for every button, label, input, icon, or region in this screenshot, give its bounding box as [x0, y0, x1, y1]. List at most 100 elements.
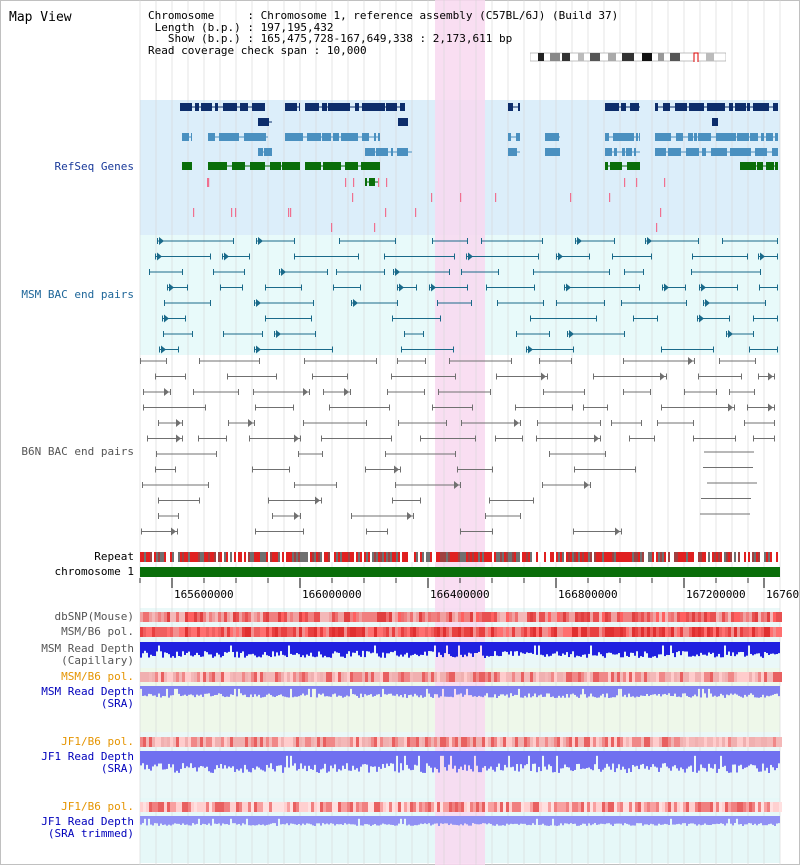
gene-exon[interactable] [305, 103, 319, 111]
track-label-b6n-bac[interactable]: B6N BAC end pairs [21, 445, 134, 458]
track-label-msm-depth-sra[interactable]: MSM Read Depth (SRA) [4, 686, 134, 710]
gene-exon[interactable] [757, 162, 763, 170]
gene-exon[interactable] [285, 103, 297, 111]
predicted-gene-tick[interactable] [331, 223, 333, 232]
chromosome-ideogram[interactable] [530, 52, 726, 62]
gene-exon[interactable] [365, 178, 367, 186]
predicted-gene-tick[interactable] [495, 193, 497, 202]
gene-exon[interactable] [305, 162, 321, 170]
gene-exon[interactable] [621, 103, 626, 111]
predicted-gene-tick[interactable] [636, 178, 638, 187]
track-label-chromosome[interactable]: chromosome 1 [54, 565, 134, 578]
predicted-gene-tick[interactable] [431, 193, 433, 202]
track-label-jf1-b6-pol[interactable]: JF1/B6 pol. [61, 735, 134, 748]
gene-exon[interactable] [655, 148, 666, 156]
gene-exon[interactable] [614, 148, 617, 156]
gene-exon[interactable] [191, 133, 192, 141]
gene-exon[interactable] [374, 133, 376, 141]
track-label-msm-b6-pol-2[interactable]: MSM/B6 pol. [61, 670, 134, 683]
gene-exon[interactable] [630, 103, 639, 111]
gene-exon[interactable] [180, 103, 192, 111]
gene-exon[interactable] [613, 133, 634, 141]
gene-exon[interactable] [694, 133, 697, 141]
gene-exon[interactable] [702, 148, 706, 156]
gene-exon[interactable] [208, 162, 227, 170]
gene-exon[interactable] [258, 118, 269, 126]
gene-exon[interactable] [258, 148, 263, 156]
gene-exon[interactable] [655, 133, 671, 141]
track-label-msm-depth-capillary[interactable]: MSM Read Depth (Capillary) [4, 643, 134, 667]
gene-exon[interactable] [737, 133, 749, 141]
gene-exon[interactable] [333, 133, 339, 141]
track-label-jf1-depth-sra[interactable]: JF1 Read Depth (SRA) [4, 751, 134, 775]
gene-exon[interactable] [299, 103, 300, 111]
gene-exon[interactable] [675, 103, 687, 111]
gene-exon[interactable] [282, 162, 300, 170]
gene-exon[interactable] [270, 162, 281, 170]
gene-exon[interactable] [362, 103, 385, 111]
gene-exon[interactable] [753, 103, 769, 111]
track-label-repeat[interactable]: Repeat [94, 550, 134, 563]
gene-exon[interactable] [698, 133, 711, 141]
predicted-gene-tick[interactable] [660, 208, 662, 217]
predicted-gene-tick[interactable] [207, 178, 209, 187]
gene-exon[interactable] [761, 133, 764, 141]
gene-exon[interactable] [397, 148, 408, 156]
gene-exon[interactable] [386, 103, 397, 111]
gene-exon[interactable] [688, 133, 693, 141]
gene-exon[interactable] [508, 103, 513, 111]
gene-exon[interactable] [322, 133, 331, 141]
gene-exon[interactable] [252, 103, 265, 111]
gene-exon[interactable] [711, 148, 727, 156]
gene-exon[interactable] [668, 148, 681, 156]
predicted-gene-tick[interactable] [378, 178, 380, 187]
gene-exon[interactable] [182, 133, 189, 141]
gene-exon[interactable] [634, 148, 636, 156]
gene-exon[interactable] [376, 148, 388, 156]
gene-exon[interactable] [195, 103, 199, 111]
predicted-gene-tick[interactable] [570, 193, 572, 202]
predicted-gene-tick[interactable] [460, 193, 462, 202]
gene-exon[interactable] [605, 103, 619, 111]
gene-exon[interactable] [362, 133, 369, 141]
gene-exon[interactable] [610, 162, 622, 170]
gene-exon[interactable] [232, 162, 245, 170]
predicted-gene-tick[interactable] [352, 193, 354, 202]
gene-exon[interactable] [378, 133, 380, 141]
gene-exon[interactable] [729, 103, 733, 111]
gene-exon[interactable] [655, 103, 658, 111]
gene-exon[interactable] [345, 162, 358, 170]
gene-exon[interactable] [716, 133, 736, 141]
gene-exon[interactable] [208, 133, 215, 141]
gene-exon[interactable] [264, 148, 272, 156]
gene-exon[interactable] [516, 133, 520, 141]
predicted-gene-tick[interactable] [415, 208, 417, 217]
gene-exon[interactable] [773, 103, 778, 111]
predicted-gene-tick[interactable] [374, 223, 376, 232]
gene-exon[interactable] [244, 133, 266, 141]
gene-exon[interactable] [365, 148, 375, 156]
gene-exon[interactable] [215, 103, 218, 111]
gene-exon[interactable] [627, 162, 640, 170]
gene-exon[interactable] [686, 148, 699, 156]
gene-exon[interactable] [240, 103, 248, 111]
track-label-jf1-b6-pol-2[interactable]: JF1/B6 pol. [61, 800, 134, 813]
gene-exon[interactable] [369, 178, 375, 186]
gene-exon[interactable] [323, 162, 341, 170]
gene-exon[interactable] [391, 148, 393, 156]
chromosome-bar[interactable] [140, 567, 780, 577]
gene-exon[interactable] [772, 148, 778, 156]
gene-exon[interactable] [626, 148, 632, 156]
predicted-gene-tick[interactable] [235, 208, 237, 217]
gene-exon[interactable] [622, 148, 625, 156]
gene-exon[interactable] [735, 103, 746, 111]
gene-exon[interactable] [663, 103, 670, 111]
gene-exon[interactable] [361, 162, 380, 170]
gene-exon[interactable] [605, 162, 608, 170]
gene-exon[interactable] [755, 148, 767, 156]
gene-exon[interactable] [766, 162, 774, 170]
gene-exon[interactable] [740, 162, 756, 170]
predicted-gene-tick[interactable] [656, 223, 658, 232]
gene-exon[interactable] [676, 133, 683, 141]
gene-exon[interactable] [219, 133, 239, 141]
